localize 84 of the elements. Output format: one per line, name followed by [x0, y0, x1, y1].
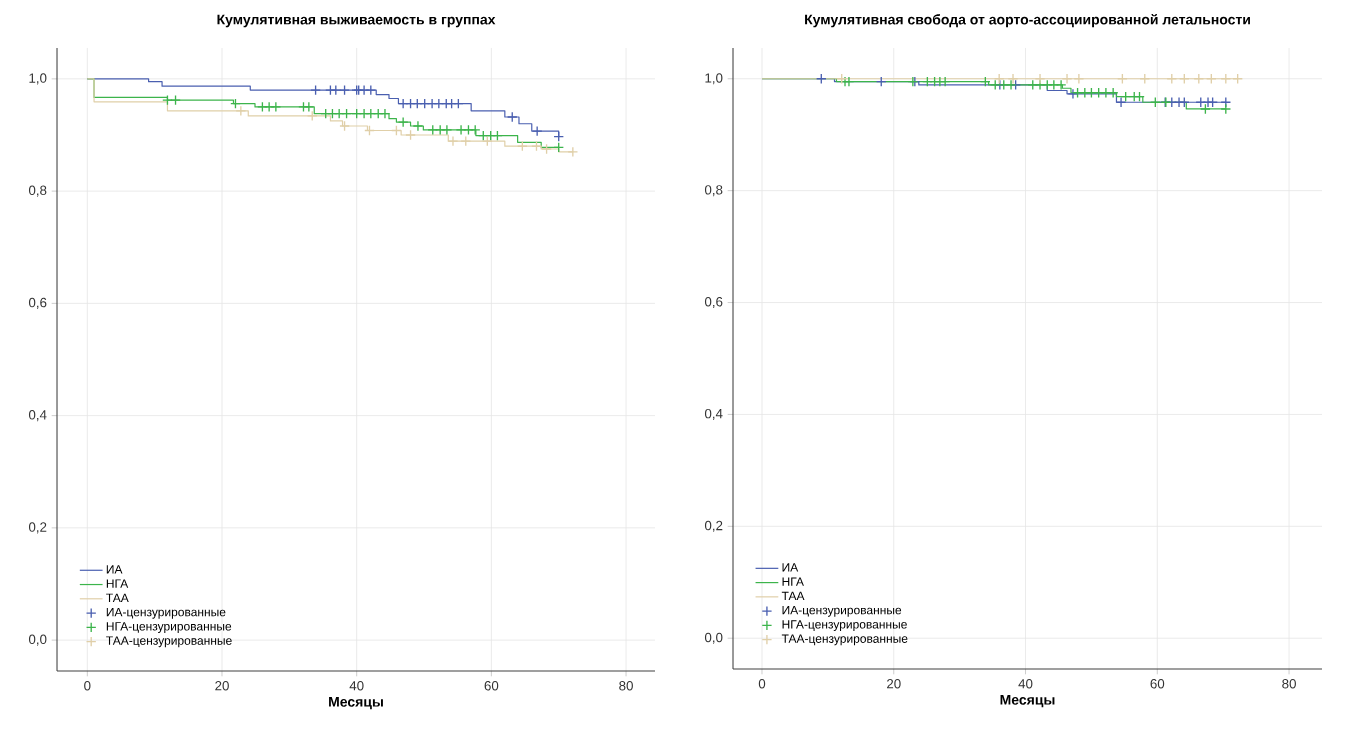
point: [339, 120, 350, 132]
x-tick-label: 80: [1282, 679, 1296, 689]
point: [405, 129, 416, 141]
x-tick-label: 20: [887, 679, 901, 689]
y-tick-label: 0,0: [704, 632, 723, 644]
x-tick-label: 0: [758, 679, 766, 689]
point: [453, 98, 464, 109]
legend-label: НГА: [782, 577, 804, 586]
point: [379, 108, 391, 119]
point: [397, 98, 409, 109]
legend-label: ИА-цензурированные: [106, 607, 226, 619]
point: [341, 108, 352, 119]
point: [405, 98, 416, 109]
y-tick-label: 0,4: [704, 408, 723, 420]
point: [330, 84, 342, 96]
point: [365, 84, 377, 96]
point: [553, 131, 565, 142]
point: [517, 140, 528, 152]
y-tick-label: 0,8: [704, 185, 723, 197]
x-axis-title: Месяцы: [1000, 694, 1055, 708]
point: [477, 130, 489, 141]
point: [447, 135, 459, 147]
point: [365, 108, 377, 119]
legend-label: ИА: [106, 565, 123, 574]
legend-label: НГА-цензурированные: [782, 620, 907, 631]
x-tick-label: 40: [1018, 679, 1033, 689]
point: [567, 146, 579, 158]
point: [327, 108, 338, 119]
point: [481, 135, 493, 147]
point: [492, 130, 503, 141]
x-tick-label: 20: [215, 681, 229, 691]
y-tick-label: 0,0: [28, 634, 47, 646]
point: [162, 94, 173, 106]
point: [531, 140, 542, 152]
point: [412, 120, 424, 132]
point: [469, 124, 481, 136]
point: [310, 84, 321, 96]
y-tick-label: 0,6: [704, 297, 723, 309]
chart-title: Кумулятивная выживаемость в группах: [217, 14, 496, 28]
x-tick-label: 80: [619, 681, 633, 691]
y-tick-label: 0,2: [704, 520, 723, 532]
point: [235, 105, 247, 117]
legend-label: ТАА-цензурированные: [781, 634, 908, 646]
y-tick-label: 0,6: [28, 297, 47, 309]
legend-label: НГА-цензурированные: [106, 622, 232, 633]
point: [460, 135, 472, 147]
point: [303, 101, 315, 113]
y-tick-label: 0,2: [28, 522, 47, 534]
legend-label: ТАА: [106, 593, 129, 602]
x-axis-title: Месяцы: [329, 696, 383, 710]
point: [391, 125, 402, 136]
point: [455, 124, 467, 136]
legend-label: ИА: [782, 563, 799, 572]
point: [364, 125, 375, 136]
legend-label: ИА-цензурированные: [782, 605, 902, 617]
legend-label: ТАА: [781, 591, 805, 600]
chart-title: Кумулятивная свобода от аорто-ассоциированной летальности: [805, 13, 1250, 28]
point: [411, 98, 423, 109]
y-tick-label: 1,0: [29, 73, 47, 85]
point: [333, 108, 345, 119]
point: [553, 142, 565, 153]
point: [306, 110, 318, 122]
y-tick-label: 1,0: [705, 73, 723, 85]
point: [441, 124, 453, 136]
y-tick-label: 0,8: [28, 185, 47, 197]
x-tick-label: 60: [1150, 679, 1165, 689]
point: [397, 116, 409, 128]
legend-label: ТАА-цензурированные: [106, 636, 232, 648]
legend-label: НГА: [106, 579, 129, 588]
x-tick-label: 60: [484, 681, 499, 691]
x-tick-label: 40: [349, 681, 364, 691]
point: [339, 84, 350, 96]
point: [270, 101, 282, 113]
point: [541, 143, 552, 155]
point: [506, 111, 518, 123]
x-tick-label: 0: [84, 681, 91, 691]
y-tick-label: 0,4: [28, 410, 47, 422]
point: [427, 124, 439, 136]
point: [433, 98, 445, 109]
point: [463, 124, 474, 136]
point: [230, 98, 241, 109]
point: [531, 125, 543, 137]
point: [170, 94, 181, 106]
point: [446, 98, 457, 109]
